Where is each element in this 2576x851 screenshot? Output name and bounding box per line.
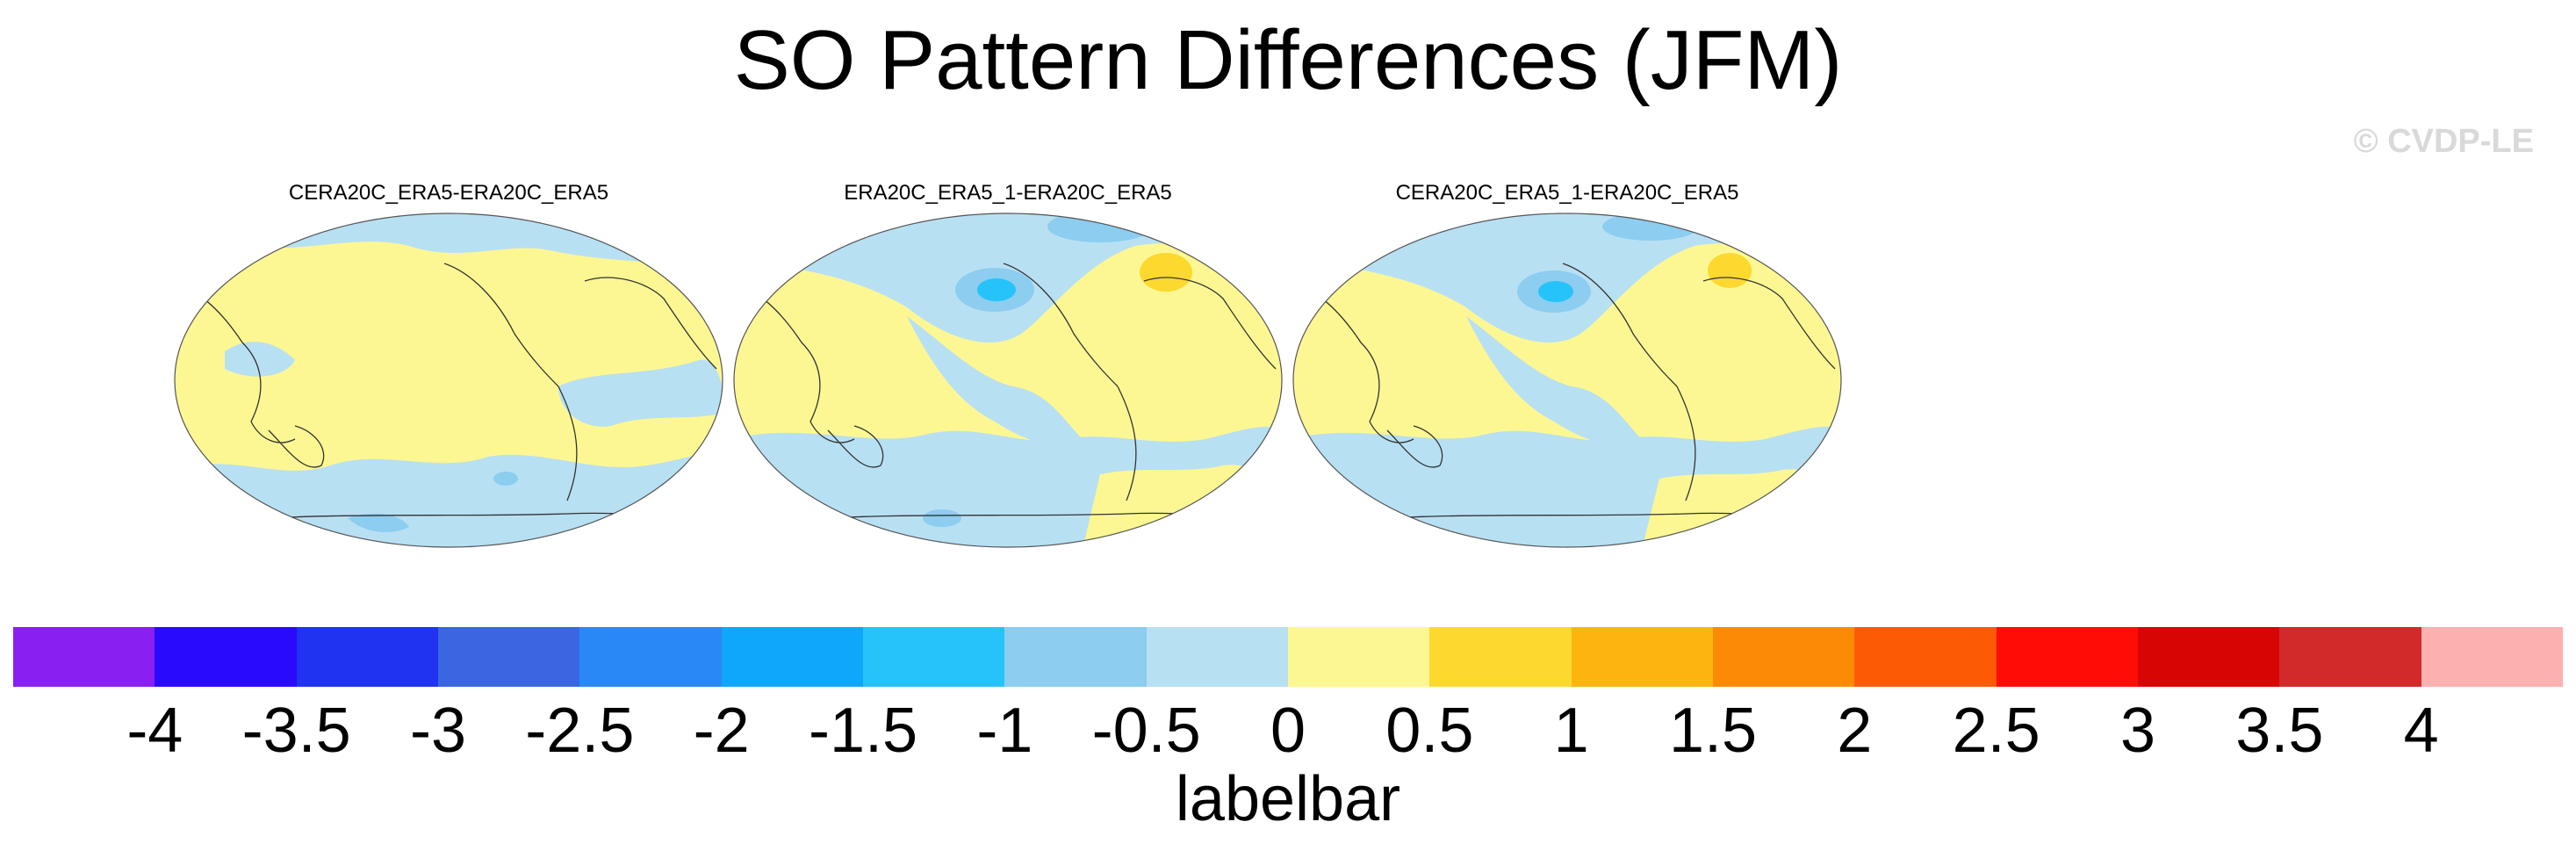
- tropical-negative: [907, 316, 1083, 447]
- colorbar-swatch: [1571, 627, 1713, 687]
- colorbar-swatch: [296, 627, 438, 687]
- watermark: © CVDP-LE: [2353, 123, 2534, 160]
- colorbar-tick-label: -1: [976, 696, 1033, 766]
- panel-title-3: CERA20C_ERA5_1-ERA20C_ERA5: [1395, 181, 1739, 205]
- colorbar-label: labelbar: [1175, 764, 1401, 834]
- atlantic-positive-core: [1140, 253, 1192, 292]
- figure-title: SO Pattern Differences (JFM): [733, 13, 1843, 107]
- panel-title-2: ERA20C_ERA5_1-ERA20C_ERA5: [844, 181, 1172, 205]
- colorbar: [13, 627, 2563, 687]
- colorbar-swatch: [862, 627, 1005, 687]
- tropical-negative: [1466, 316, 1642, 447]
- colorbar-swatch: [1004, 627, 1147, 687]
- colorbar-tick-label: -3.5: [241, 696, 351, 766]
- atlantic-negative: [558, 359, 723, 427]
- colorbar-tick-label: 0: [1270, 696, 1306, 766]
- pacific-negative-spot: [493, 472, 518, 486]
- map-3: [1292, 213, 1842, 548]
- colorbar-swatch: [13, 627, 155, 687]
- colorbar-swatch: [2279, 627, 2421, 687]
- map-panel-1: CERA20C_ERA5-ERA20C_ERA5: [172, 181, 725, 550]
- colorbar-swatch: [2421, 627, 2563, 687]
- colorbar-tick-label: 2: [1837, 696, 1873, 766]
- colorbar-tick-label: 0.5: [1385, 696, 1474, 766]
- colorbar-swatch: [1429, 627, 1572, 687]
- map-2: [733, 213, 1283, 548]
- colorbar-tick-label: 2.5: [1952, 696, 2040, 766]
- colorbar-swatch: [1146, 627, 1288, 687]
- southern-negative-core: [923, 509, 961, 527]
- atlantic-positive-core: [1708, 253, 1752, 288]
- colorbar-tick-label: -1.5: [808, 696, 918, 766]
- colorbar-swatch: [1287, 627, 1430, 687]
- colorbar-tick-label: -2.5: [525, 696, 635, 766]
- colorbar-tick-label: -0.5: [1091, 696, 1201, 766]
- colorbar-tick-label: -4: [126, 696, 183, 766]
- arctic-negative-core: [1047, 213, 1153, 242]
- colorbar-swatch: [1712, 627, 1855, 687]
- colorbar-swatch: [1854, 627, 1997, 687]
- southern-positive: [1083, 465, 1282, 547]
- colorbar-swatch: [437, 627, 580, 687]
- colorbar-tick-label: 3.5: [2235, 696, 2324, 766]
- pacific-low-core: [977, 278, 1016, 301]
- southern-negative-core: [348, 513, 409, 532]
- southern-negative: [175, 453, 723, 547]
- asia-negative: [225, 342, 295, 377]
- colorbar-tick-label: 1.5: [1668, 696, 1758, 766]
- colorbar-swatch: [155, 627, 297, 687]
- map-1: [174, 213, 723, 548]
- colorbar-tick-label: 4: [2403, 696, 2439, 766]
- colorbar-swatch: [721, 627, 863, 687]
- colorbar-tick-label: -3: [409, 696, 467, 766]
- colorbar-tick-label: -2: [693, 696, 750, 766]
- colorbar-tick-label: 3: [2119, 696, 2156, 766]
- colorbar-swatch: [2137, 627, 2280, 687]
- panel-title-1: CERA20C_ERA5-ERA20C_ERA5: [288, 181, 609, 205]
- pacific-low-core: [1538, 281, 1573, 302]
- southern-positive: [1642, 469, 1841, 547]
- map-panel-2: ERA20C_ERA5_1-ERA20C_ERA5: [731, 181, 1284, 550]
- arctic-negative-core: [1602, 213, 1699, 241]
- colorbar-swatch: [1996, 627, 2138, 687]
- map-panel-3: CERA20C_ERA5_1-ERA20C_ERA5: [1291, 181, 1844, 550]
- colorbar-swatch: [579, 627, 722, 687]
- colorbar-tick-label: 1: [1553, 696, 1589, 766]
